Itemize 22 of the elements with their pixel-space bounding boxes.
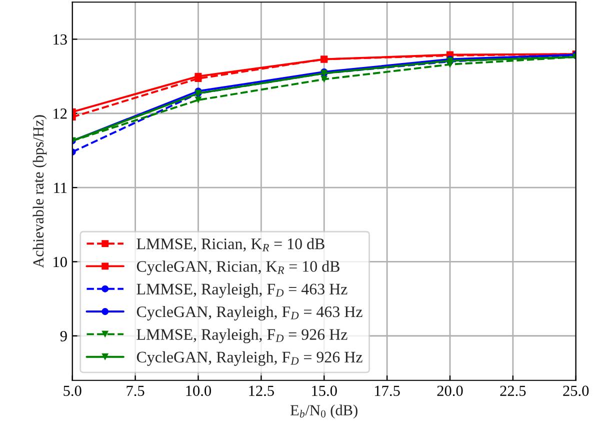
- x-tick-label: 10.0: [186, 386, 212, 396]
- x-tick-label: 12.5: [249, 386, 274, 396]
- legend-label: CycleGAN, Rician, K$_{R}$ = 10 dB: [136, 260, 340, 276]
- x-tick-label: 7.5: [126, 386, 144, 396]
- legend-label: CycleGAN, Rayleigh, F$_{D}$ = 463 Hz: [136, 306, 362, 320]
- y-tick-label: 13: [54, 34, 67, 45]
- y-tick-label: 10: [54, 256, 67, 268]
- x-tick-label: 15.0: [312, 386, 337, 396]
- x-tick-label: 25.0: [563, 386, 589, 396]
- x-tick-label: 5.0: [64, 386, 82, 396]
- x-tick-label: 20.0: [437, 386, 463, 396]
- legend-label: LMMSE, Rayleigh, F$_{D}$ = 926 Hz: [136, 328, 348, 344]
- x-tick-label: 22.5: [500, 386, 526, 396]
- y-axis-title: Achievable rate (bps/Hz): [32, 115, 47, 268]
- y-tick-label: 9: [60, 331, 67, 342]
- x-tick-label: 17.5: [375, 386, 400, 396]
- x-axis-title: E$_{b}$/N$_{0}$ (dB): [290, 404, 358, 418]
- y-tick-label: 12: [54, 108, 67, 119]
- legend-label: CycleGAN, Rayleigh, F$_{D}$ = 926 Hz: [136, 351, 362, 366]
- y-tick-label: 11: [54, 182, 67, 193]
- legend-label: LMMSE, Rician, K$_{R}$ = 10 dB: [136, 238, 324, 252]
- legend-label: LMMSE, Rayleigh, F$_{D}$ = 463 Hz: [136, 283, 348, 298]
